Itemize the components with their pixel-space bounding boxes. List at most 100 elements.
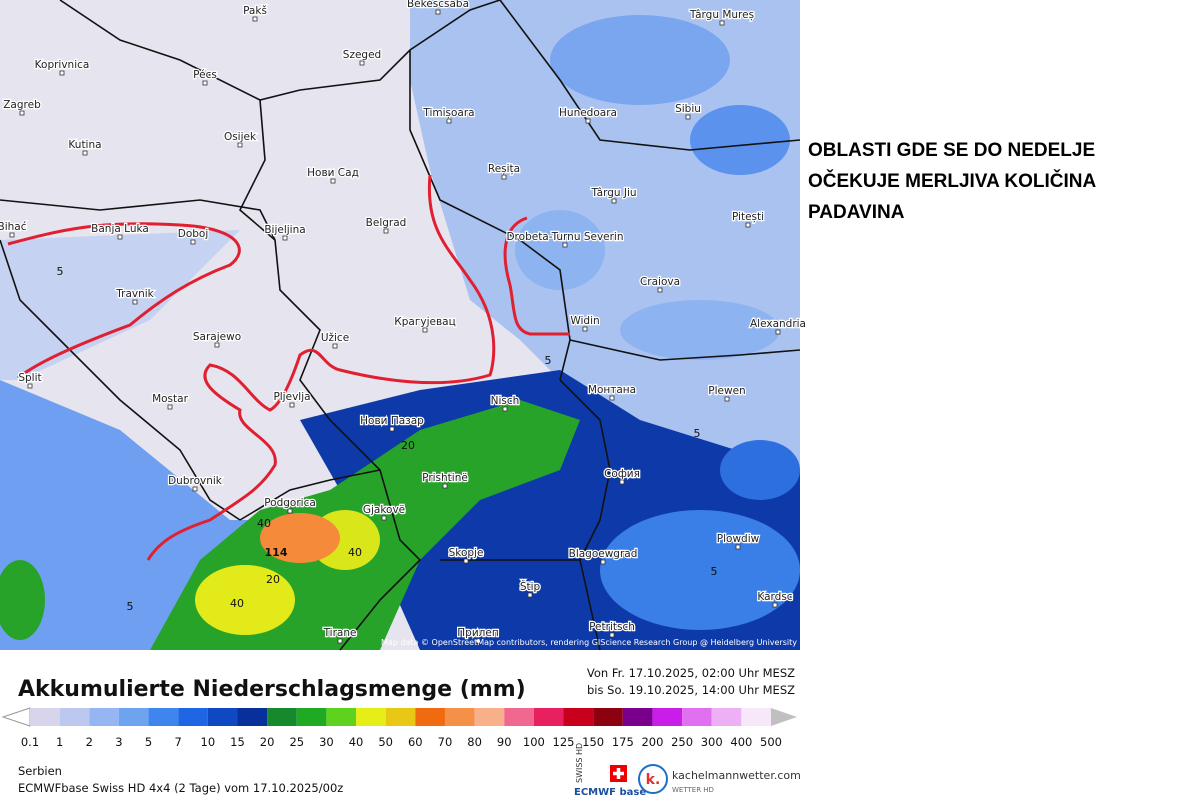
legend-label: 40 (349, 735, 364, 749)
legend-swatch (89, 708, 119, 726)
city-dot (502, 406, 508, 412)
legend-swatch (178, 708, 208, 726)
city-label: София (604, 468, 640, 480)
city-dot (585, 118, 591, 124)
city-dot (190, 239, 196, 245)
contour-label: 5 (711, 565, 718, 578)
city-label: Plowdiw (717, 533, 760, 545)
city-dot (383, 228, 389, 234)
legend-label: 15 (230, 735, 245, 749)
city-label: Travnik (115, 288, 154, 300)
contour-label: 114 (265, 546, 288, 559)
legend-swatch (326, 708, 357, 726)
city-dot (381, 515, 387, 521)
city-dot (287, 508, 293, 514)
site-sub: WETTER HD (672, 786, 714, 794)
legend-label: 30 (319, 735, 334, 749)
legend-swatch (741, 708, 771, 726)
city-label: Zagreb (3, 99, 41, 111)
city-dot (422, 327, 428, 333)
legend-swatch (652, 708, 683, 726)
legend-swatch (296, 708, 327, 726)
city-dot (609, 395, 615, 401)
city-dot (282, 235, 288, 241)
city-label: Craiova (640, 276, 680, 288)
city-label: Dubrovnik (168, 475, 223, 487)
legend-label: 400 (730, 735, 752, 749)
legend-label: 50 (378, 735, 393, 749)
annotation: PADAVINA (808, 202, 905, 223)
city-dot (214, 342, 220, 348)
city-label: Pljevlja (273, 391, 310, 403)
region: Serbien (18, 764, 62, 778)
legend-label: 175 (612, 735, 634, 749)
city-label: Skopje (449, 547, 484, 559)
legend-label: 250 (671, 735, 693, 749)
city-label: Banja Luka (91, 223, 149, 235)
city-label: Koprivnica (35, 59, 90, 71)
contour-label: 5 (57, 265, 64, 278)
contour-label: 20 (401, 439, 415, 452)
contour-label: 20 (266, 573, 280, 586)
city-label: Târgu Jiu (590, 187, 636, 199)
logo-k: k. (646, 772, 661, 788)
city-dot (237, 142, 243, 148)
city-dot (745, 222, 751, 228)
legend-swatch (207, 708, 238, 726)
city-dot (685, 114, 691, 120)
city-label: Pakš (243, 5, 267, 17)
city-dot (775, 329, 781, 335)
city-dot (442, 483, 448, 489)
legend-swatch (711, 708, 742, 726)
city-label: Sibiu (675, 103, 701, 115)
city-label: Békéscsaba (407, 0, 469, 10)
legend-swatch (267, 708, 297, 726)
city-dot (132, 299, 138, 305)
site: kachelmannwetter.com (672, 769, 801, 782)
city-dot (389, 426, 395, 432)
period: Von Fr. 17.10.2025, 02:00 Uhr MESZ (587, 666, 795, 680)
legend-swatch (444, 708, 475, 726)
city-label: Прилеп (457, 627, 498, 639)
city-dot (719, 20, 725, 26)
city-dot (611, 198, 617, 204)
legend-label: 1 (56, 735, 63, 749)
city-dot (609, 632, 615, 638)
contour-label: 5 (694, 427, 701, 440)
legend-label: 90 (497, 735, 512, 749)
contour-label: 5 (545, 354, 552, 367)
legend-swatch (30, 708, 60, 726)
contour-label: 5 (127, 600, 134, 613)
city-dot (724, 396, 730, 402)
city-label: Nisch (491, 395, 520, 407)
city-label: Belgrad (366, 217, 407, 229)
legend-label: 80 (467, 735, 482, 749)
city-dot (59, 70, 65, 76)
attribution: Map data © OpenStreetMap contributors, r… (381, 638, 797, 647)
city-dot (337, 638, 343, 644)
legend-label: 500 (760, 735, 782, 749)
legend-swatch (474, 708, 505, 726)
city-label: Widin (570, 315, 599, 327)
city-label: Târgu Mureș (689, 9, 754, 21)
city-dot (27, 383, 33, 389)
city-label: Drobeta-Turnu Severin (506, 231, 623, 243)
city-label: Монтана (588, 384, 636, 396)
legend-swatch (504, 708, 534, 726)
legend-swatch (237, 708, 268, 726)
legend-swatch (563, 708, 594, 726)
city-dot (527, 592, 533, 598)
city-label: Podgorica (264, 497, 316, 509)
city-dot (252, 16, 258, 22)
city-dot (82, 150, 88, 156)
city-label: Крагујевац (394, 316, 455, 328)
city-label: Bihać (0, 221, 27, 233)
legend-label: 0.1 (21, 735, 39, 749)
legend-label: 150 (582, 735, 604, 749)
legend-label: 7 (175, 735, 182, 749)
legend-label: 200 (641, 735, 663, 749)
city-label: Kutina (68, 139, 101, 151)
city-label: Prishtinë (422, 472, 468, 484)
legend-label: 2 (86, 735, 93, 749)
